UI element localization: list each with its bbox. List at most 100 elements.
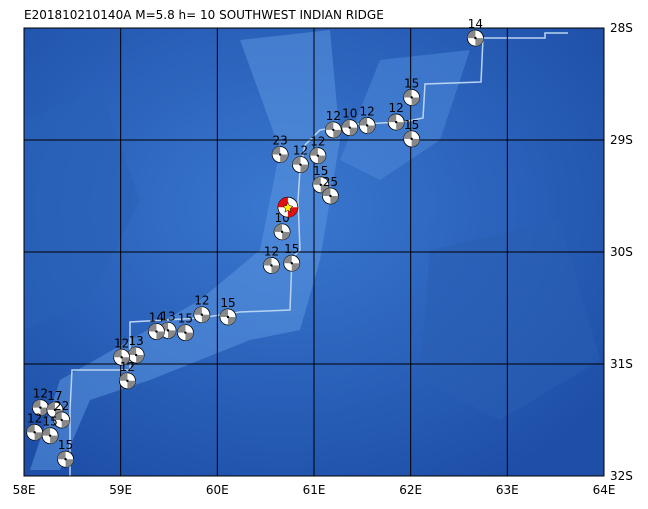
- depth-label: 12: [264, 244, 279, 258]
- x-tick-label: 62E: [399, 483, 422, 497]
- main-event-star: [282, 201, 294, 213]
- x-tick-label: 61E: [303, 483, 326, 497]
- beachball-compression: [403, 89, 420, 106]
- beachball-center: [64, 458, 67, 461]
- focal-mechanism: [113, 348, 131, 366]
- focal-mechanism: [322, 187, 339, 205]
- beachball-compression: [312, 176, 329, 193]
- y-tick-label: 31S: [610, 357, 633, 371]
- beachball-center: [410, 137, 413, 141]
- depth-label: 13: [160, 309, 175, 323]
- beachball-compression: [403, 130, 420, 147]
- beachball-center: [278, 153, 282, 156]
- beachball-center: [155, 330, 158, 333]
- focal-mechanism: [341, 119, 359, 137]
- focal-mechanism: [312, 176, 330, 194]
- beachball-center: [329, 194, 332, 198]
- x-tick-label: 60E: [206, 483, 229, 497]
- x-tick-label: 64E: [593, 483, 616, 497]
- focal-mechanism: [53, 411, 71, 429]
- depth-label: 15: [42, 415, 57, 429]
- focal-mechanism: [273, 223, 291, 241]
- depth-label: 12: [293, 144, 308, 158]
- x-tick-label: 58E: [13, 483, 36, 497]
- focal-mechanism: [403, 89, 421, 106]
- focal-mechanism: [177, 324, 194, 342]
- focal-mechanism: [387, 113, 405, 131]
- depth-label: 15: [220, 296, 235, 310]
- focal-mechanism: [57, 450, 74, 468]
- map-frame: [23, 27, 605, 477]
- depth-label: 12: [27, 411, 42, 425]
- y-tick-label: 30S: [610, 245, 633, 259]
- focal-mechanism: [358, 117, 376, 134]
- beachball-center: [166, 329, 170, 332]
- beachball-center: [184, 331, 187, 334]
- focal-mechanism: [263, 257, 280, 274]
- y-tick-label: 32S: [610, 469, 633, 483]
- focal-mechanism: [119, 372, 136, 390]
- beachball-center: [39, 406, 42, 409]
- depth-label: 14: [149, 311, 164, 325]
- depth-label: 12: [389, 101, 404, 115]
- x-tick-label: 59E: [109, 483, 132, 497]
- beachball-compression: [274, 223, 291, 240]
- beachball-center: [48, 434, 52, 437]
- beachball-compression: [148, 323, 165, 340]
- focal-mechanism: [41, 427, 59, 445]
- beachball-compression: [272, 146, 289, 163]
- beachball-center: [33, 431, 36, 434]
- beachball-center: [126, 379, 129, 382]
- depth-label: 13: [128, 334, 143, 348]
- beachball-center: [200, 313, 204, 316]
- focal-mechanism: [283, 254, 301, 272]
- beachball-compression: [388, 114, 405, 131]
- depth-label: 25: [323, 175, 338, 189]
- map-title: E201810210140A M=5.8 h= 10 SOUTHWEST IND…: [24, 8, 384, 22]
- beachball-compression: [113, 349, 130, 366]
- beachball-compression: [32, 399, 49, 416]
- beachball-compression: [309, 147, 326, 164]
- depth-label: 23: [273, 134, 288, 148]
- beachball-center: [226, 315, 230, 319]
- depth-label: 15: [404, 118, 419, 132]
- beachball-center: [134, 353, 138, 357]
- beachball-center: [365, 124, 369, 127]
- beachball-compression: [283, 255, 300, 272]
- focal-mechanism: [193, 306, 211, 324]
- beachball-compression: [57, 451, 74, 468]
- focal-mechanism: [271, 146, 289, 163]
- beachball-center: [348, 126, 351, 129]
- depth-label: 14: [468, 17, 483, 31]
- focal-mechanism: [26, 423, 44, 441]
- beachball-center: [290, 262, 293, 265]
- depth-label: 17: [47, 389, 62, 403]
- depth-label: 12: [120, 360, 135, 374]
- beachball-center: [60, 418, 63, 422]
- focal-mechanism: [292, 156, 309, 174]
- focal-mechanism: [148, 323, 165, 340]
- beachball-compression: [467, 30, 484, 47]
- beachball-compression: [277, 197, 298, 218]
- beachball-center: [332, 128, 335, 132]
- beachball-center: [410, 96, 413, 99]
- depth-label: 12: [194, 294, 209, 308]
- focal-mechanism: [219, 308, 237, 326]
- beachball-compression: [128, 347, 145, 364]
- beachball-compression: [177, 324, 194, 341]
- beachball-compression: [26, 424, 43, 441]
- depth-label: 12: [360, 104, 375, 118]
- x-tick-label: 63E: [496, 483, 519, 497]
- depth-label: 12: [310, 135, 325, 149]
- beachball-compression: [193, 306, 210, 323]
- beachball-center: [53, 408, 57, 412]
- y-tick-label: 29S: [610, 133, 633, 147]
- bathymetry: [24, 30, 600, 470]
- beachball-compression: [42, 427, 59, 444]
- depth-label: 15: [313, 164, 328, 178]
- depth-label: 10: [342, 107, 357, 121]
- focal-mechanism: [403, 130, 421, 148]
- beachball-center: [394, 120, 398, 124]
- depth-label: 15: [178, 312, 193, 326]
